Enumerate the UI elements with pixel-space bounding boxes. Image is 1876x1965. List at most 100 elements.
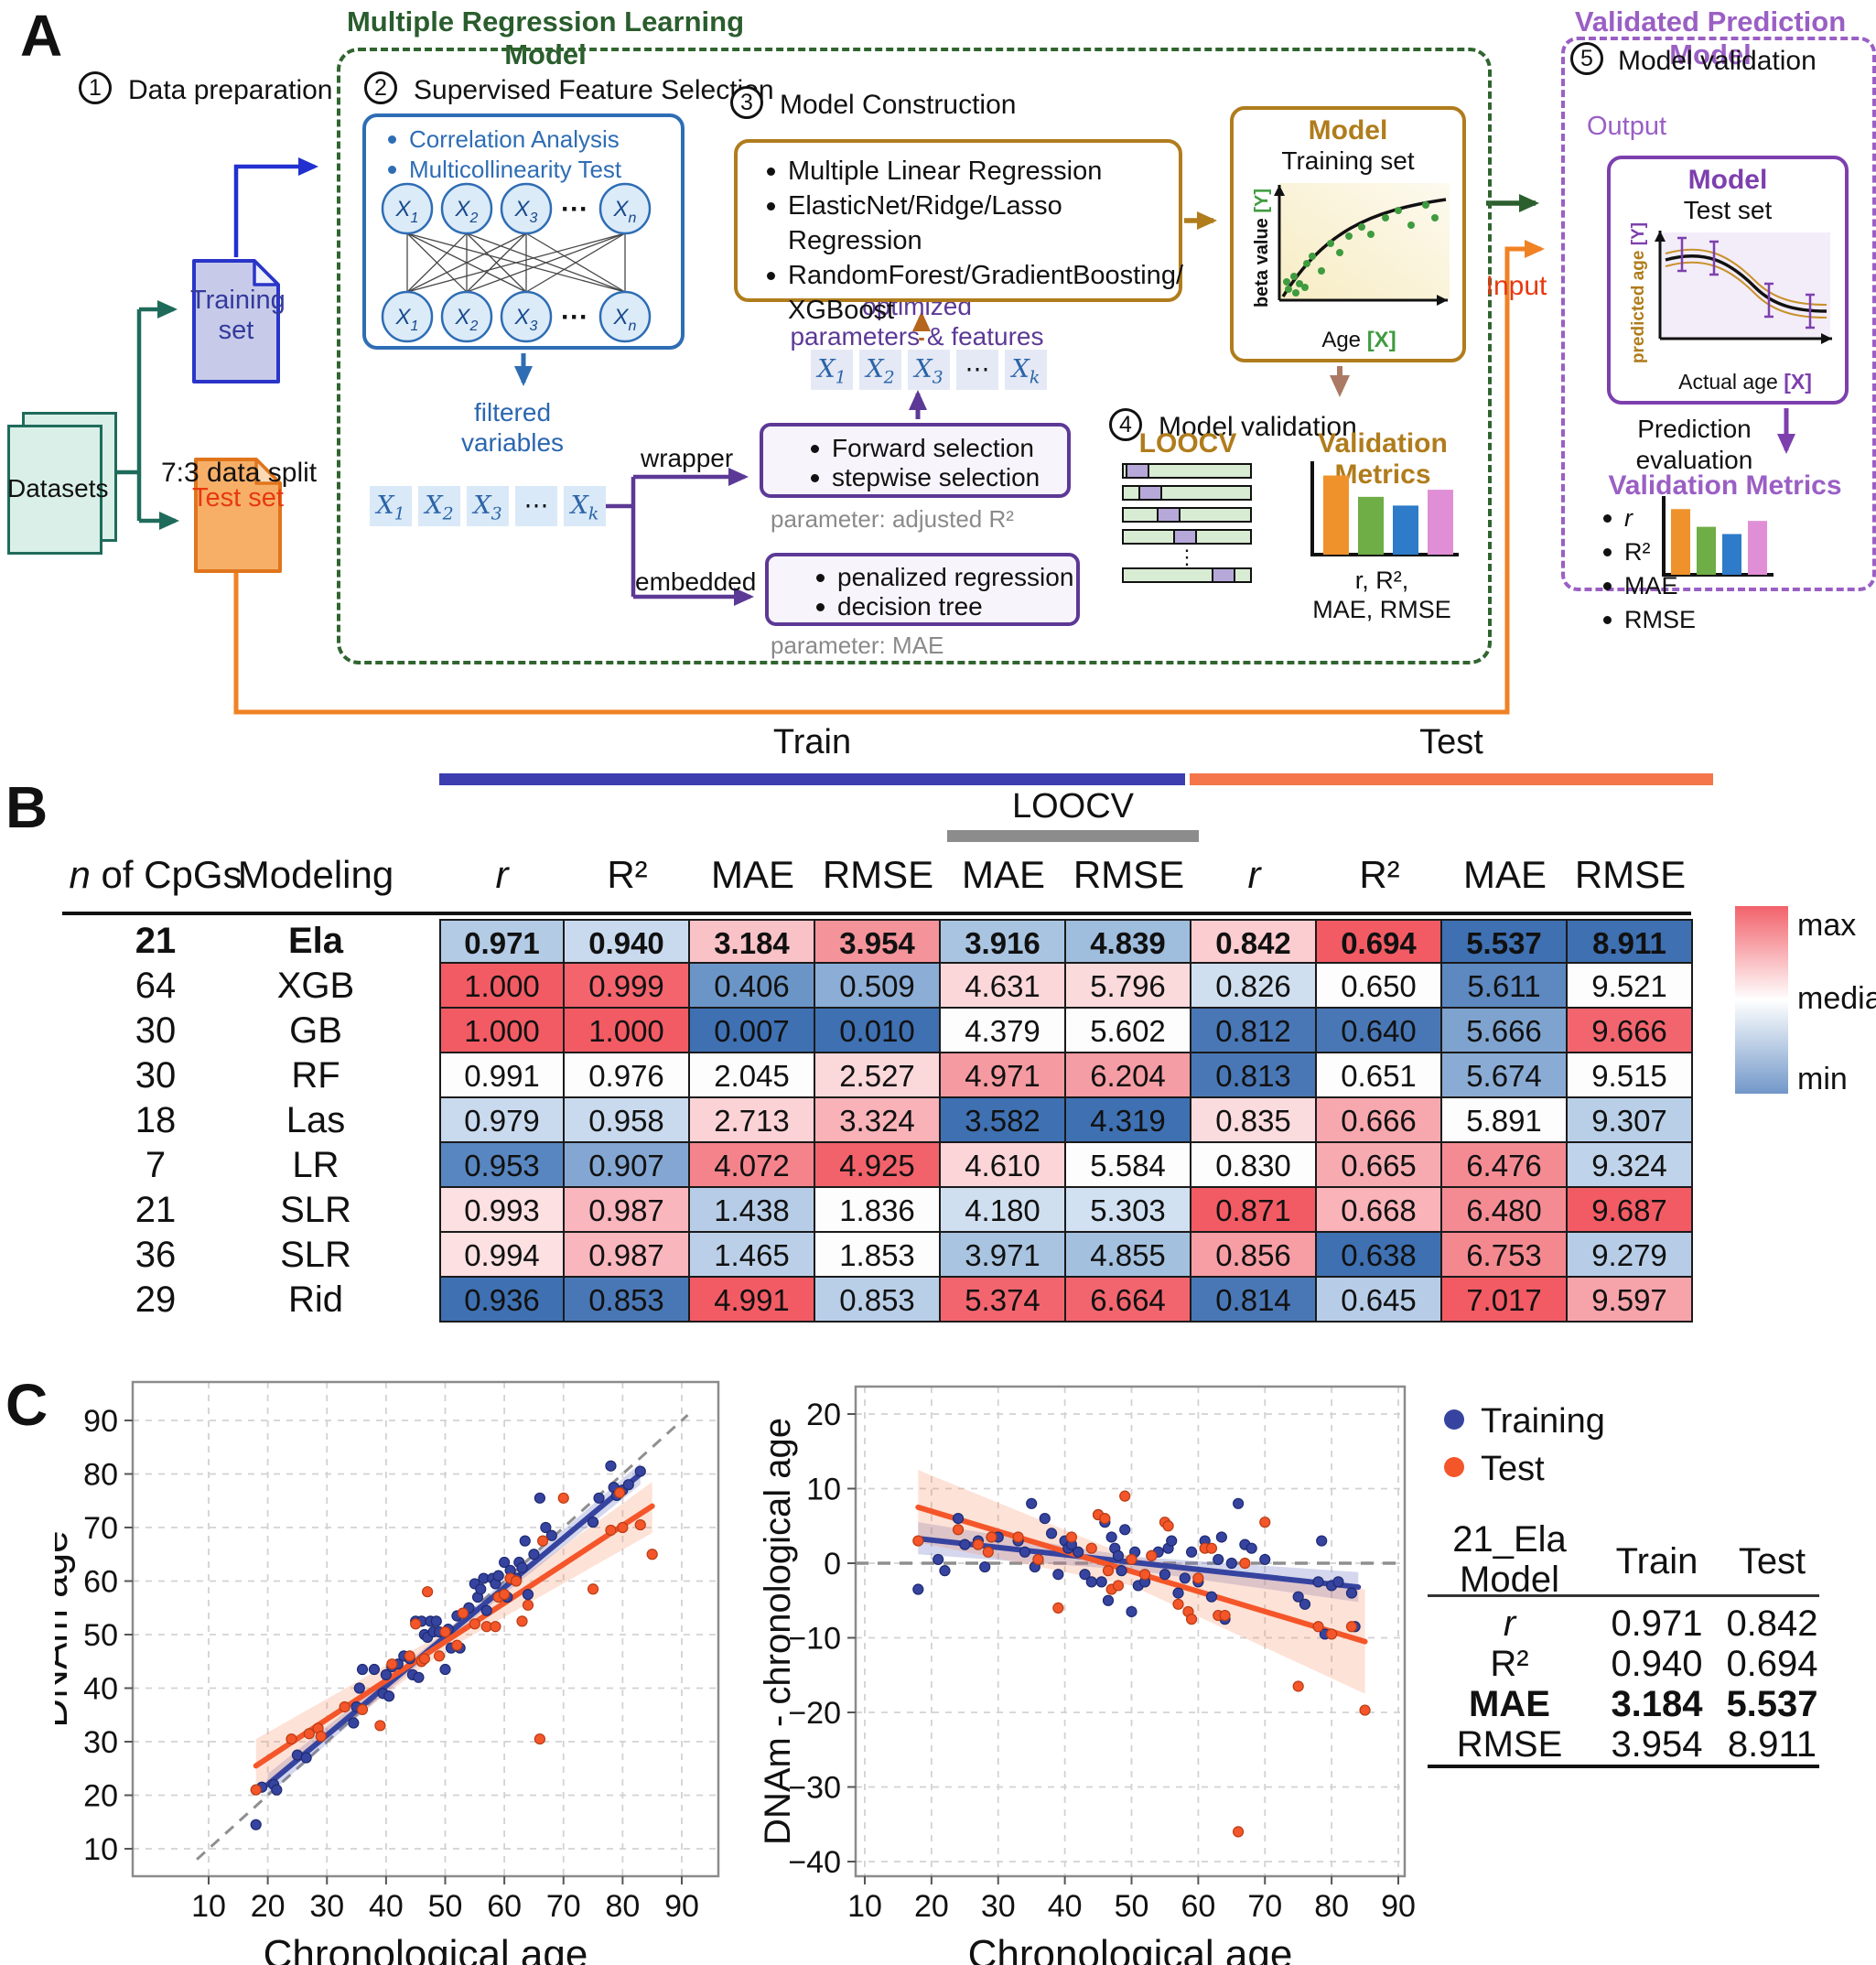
heatmap-cell: 9.515 (1568, 1053, 1693, 1098)
sample-dot (1292, 289, 1299, 297)
y-tick-label: 60 (83, 1565, 118, 1600)
heatmap-cell: 0.958 (565, 1098, 690, 1143)
data-point (519, 1535, 531, 1547)
heatmap-cell: 5.602 (1066, 1009, 1191, 1053)
sample-dot (1309, 253, 1316, 260)
metric-bar (1671, 509, 1690, 575)
data-point (430, 1615, 442, 1627)
data-point (1232, 1826, 1245, 1838)
data-point (1052, 1569, 1064, 1581)
heatmap-cell: 4.839 (1066, 919, 1191, 964)
data-point (404, 1650, 415, 1662)
heatmap-cell: 5.374 (941, 1278, 1066, 1323)
data-point (952, 1524, 965, 1536)
data-point (587, 1517, 599, 1528)
heatmap-cell: 5.796 (1066, 964, 1191, 1009)
heatmap-cell: 4.072 (690, 1143, 815, 1188)
step3-title: Model Construction (780, 90, 1017, 120)
data-point (540, 1521, 552, 1534)
step2-title: Supervised Feature Selection (414, 75, 774, 105)
data-point (1126, 1605, 1137, 1618)
variable-node (381, 290, 434, 343)
row-n-of-cpgs: 7 (145, 1145, 167, 1185)
construction-method: ElasticNet/Ridge/Lasso Regression (788, 191, 1062, 255)
data-point (933, 1553, 944, 1566)
data-point (475, 1583, 487, 1595)
row-n-of-cpgs: 29 (135, 1279, 177, 1320)
loocv-holdout-segment (1126, 465, 1150, 477)
error-bar (1709, 240, 1719, 276)
variable-chip: ⋯ (515, 486, 557, 526)
heatmap-cell: 0.666 (1317, 1098, 1442, 1143)
data-point (1219, 1609, 1231, 1622)
y-tick-label: 50 (83, 1618, 118, 1653)
data-point (1239, 1557, 1251, 1570)
data-point (433, 1650, 446, 1662)
ellipsis: ··· (561, 194, 588, 224)
data-point (1292, 1591, 1304, 1603)
heatmap-cell: 0.994 (439, 1233, 565, 1278)
heatmap-cell: 3.582 (941, 1098, 1066, 1143)
c-table-metric: r (1503, 1603, 1516, 1644)
sample-dot (1327, 240, 1334, 247)
data-point (605, 1460, 617, 1472)
mini-test-yaxis: [Y] (1629, 221, 1648, 246)
data-point (1312, 1621, 1324, 1633)
x-tick-label: 80 (605, 1889, 640, 1924)
data-point (1126, 1553, 1137, 1566)
y-tick-label: 80 (83, 1458, 118, 1493)
error-bar (1764, 282, 1774, 319)
bullet-icon (816, 603, 825, 611)
train-bar (439, 773, 1185, 785)
sample-dot (1296, 280, 1303, 287)
row-n-of-cpgs: 30 (135, 1010, 177, 1051)
col-header: MAE (1462, 853, 1547, 896)
heatmap-cell: 4.319 (1066, 1098, 1191, 1143)
bullet-icon (767, 202, 775, 211)
data-point (522, 1589, 534, 1601)
data-point (315, 1731, 327, 1743)
c-table-metric: R² (1490, 1644, 1529, 1684)
data-point (286, 1733, 297, 1745)
data-point (912, 1583, 924, 1595)
c-table-test-value: 0.842 (1726, 1603, 1818, 1644)
x-tick-label: 10 (191, 1889, 226, 1924)
data-point (622, 1479, 634, 1491)
row-model-name: Las (286, 1100, 346, 1140)
sample-dot (1301, 284, 1309, 291)
split-label: 7:3 data split (161, 458, 318, 488)
step1-number: 1 (79, 71, 112, 104)
heatmap-cell: 0.638 (1317, 1233, 1442, 1278)
variable-chip: X2 (859, 350, 901, 390)
y-tick-label: 0 (824, 1547, 841, 1582)
heatmap-cell: 9.324 (1568, 1143, 1693, 1188)
data-point (1138, 1569, 1151, 1581)
x-tick-label: 50 (1115, 1889, 1149, 1924)
output-model-title: Validated Prediction Model (1574, 5, 1847, 70)
heatmap-cell: 3.184 (690, 919, 815, 964)
data-point (1162, 1520, 1174, 1532)
filtered-label: variables (460, 428, 565, 457)
heatmap-cell: 0.853 (815, 1278, 941, 1323)
heatmap-cell: 0.665 (1317, 1143, 1442, 1188)
data-point (386, 1658, 398, 1670)
training-legend-icon (1444, 1409, 1464, 1430)
heatmap-cell: 0.651 (1317, 1053, 1442, 1098)
heatmap-cell: 0.853 (565, 1278, 690, 1323)
data-point (1172, 1587, 1184, 1599)
heatmap-cell: 0.971 (439, 919, 565, 964)
data-point (1112, 1580, 1125, 1592)
metric-bar (1428, 490, 1453, 555)
y-tick-label: 10 (806, 1473, 841, 1507)
heatmap-cell: 1.438 (690, 1188, 815, 1233)
input-label: Input (1485, 271, 1547, 301)
loocv-diagram: ⋮ (1122, 463, 1252, 589)
data-point (457, 1607, 469, 1619)
c-table-train-value: 0.971 (1611, 1603, 1703, 1644)
heatmap-cell: 6.480 (1442, 1188, 1568, 1233)
c-table-bottom-rule (1428, 1765, 1819, 1768)
data-point (480, 1604, 492, 1616)
variable-chip: X1 (811, 350, 853, 390)
data-point (356, 1703, 369, 1715)
heatmap-cell: 4.971 (941, 1053, 1066, 1098)
